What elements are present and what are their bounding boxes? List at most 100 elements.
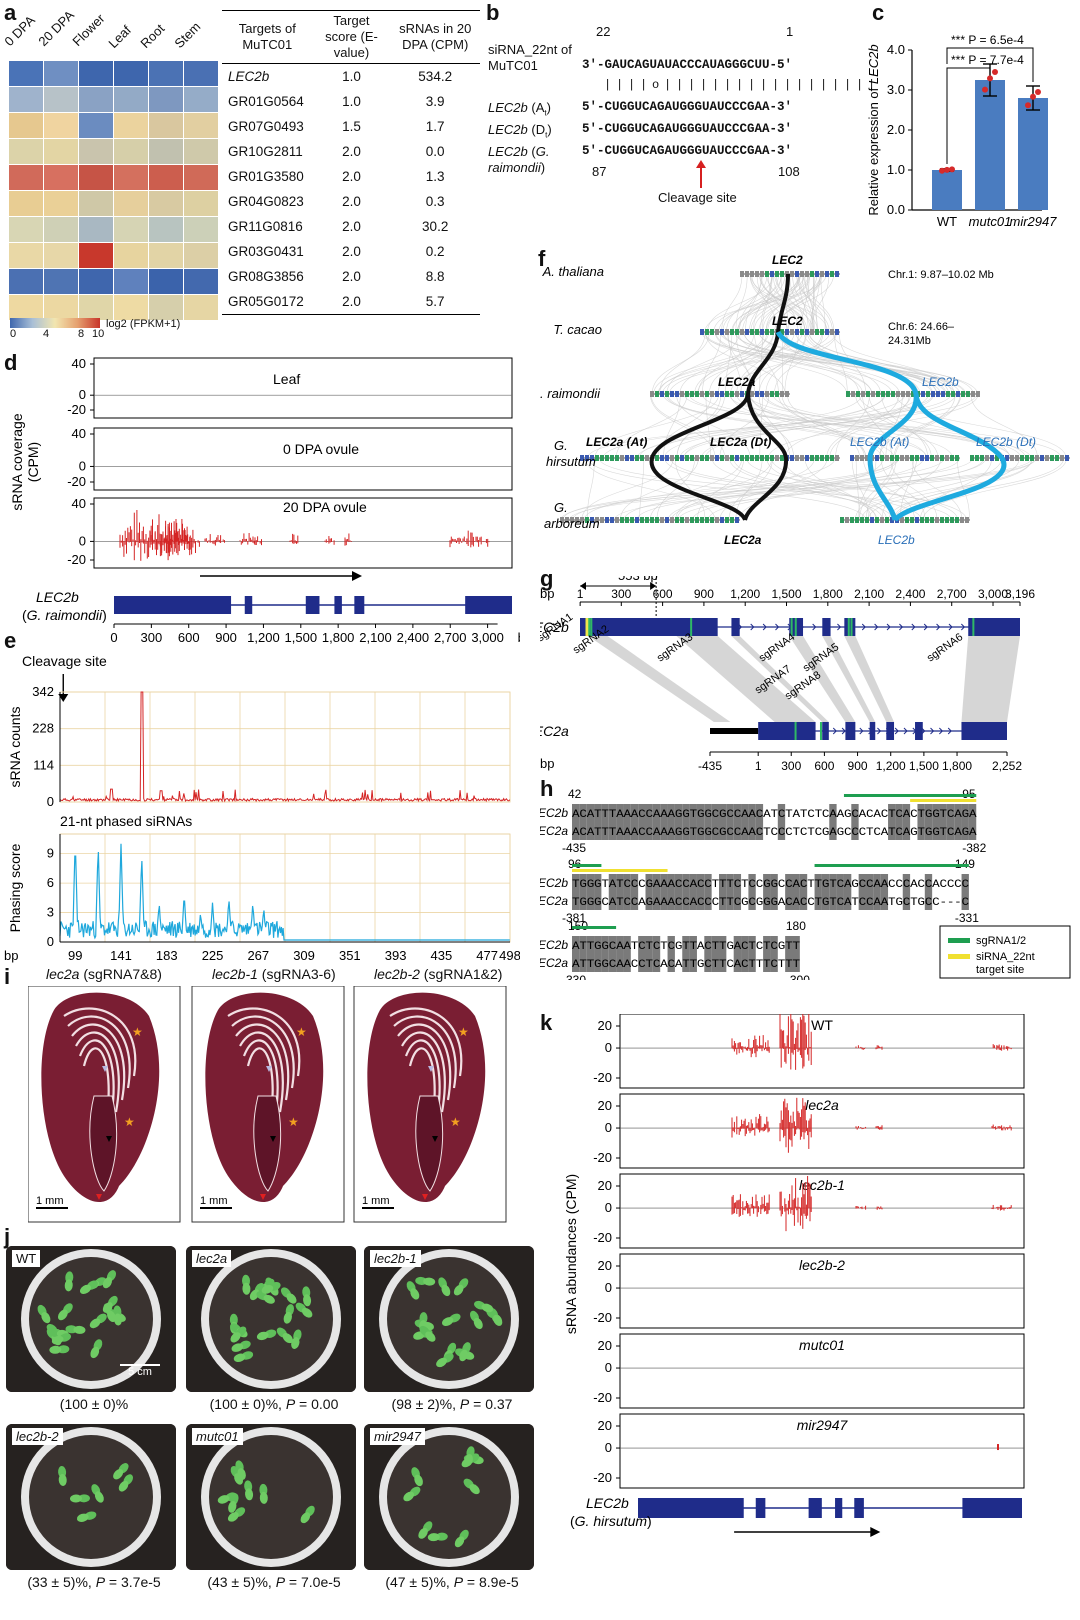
f-gene-box bbox=[685, 391, 689, 397]
f-gene-box bbox=[815, 455, 819, 461]
f-gene-box bbox=[845, 517, 849, 523]
f-synteny-link bbox=[560, 457, 973, 521]
d-ytick-label: 0 bbox=[79, 387, 86, 402]
pot-scalebar: 5 cm bbox=[120, 1364, 160, 1378]
f-synteny-link bbox=[774, 273, 834, 333]
f-gene-box bbox=[975, 455, 979, 461]
h-identity-cell bbox=[667, 936, 675, 972]
heat-cell bbox=[78, 268, 114, 295]
table-cell: 30.2 bbox=[422, 219, 449, 234]
expression-heatmap bbox=[8, 60, 219, 321]
legend-tick-4: 4 bbox=[43, 328, 50, 340]
f-gene-box bbox=[1030, 455, 1034, 461]
f-gene-box bbox=[810, 455, 814, 461]
k-ytick-label: 0 bbox=[605, 1120, 612, 1135]
h-identity-cell bbox=[660, 874, 668, 910]
f-gene-box bbox=[625, 517, 629, 523]
heat-cell bbox=[113, 216, 149, 243]
seedling-leaf bbox=[102, 1277, 113, 1289]
f-synteny-link bbox=[636, 457, 960, 521]
g-553-arrow bbox=[650, 582, 657, 590]
heat-cell bbox=[43, 60, 79, 87]
g-top-tick-label: 2,700 bbox=[937, 587, 967, 601]
heat-cell bbox=[113, 164, 149, 191]
c-datapoint bbox=[944, 166, 950, 173]
g-sgrna-site bbox=[794, 722, 797, 740]
f-synteny-link bbox=[656, 457, 696, 521]
f-lec2b-path-dt bbox=[893, 393, 1007, 522]
f-synteny-link bbox=[743, 331, 873, 395]
f-gene-box bbox=[725, 329, 729, 335]
heat-cell bbox=[8, 242, 44, 269]
d-exon bbox=[465, 596, 512, 614]
k-ytick-label: 0 bbox=[605, 1360, 612, 1375]
f-gene-box bbox=[860, 517, 864, 523]
k-ytick-label: 20 bbox=[598, 1098, 612, 1113]
f-gene-box bbox=[915, 455, 919, 461]
f-gene-box bbox=[655, 517, 659, 523]
f-synteny-link bbox=[701, 331, 955, 395]
g-sgrna-site bbox=[690, 618, 693, 636]
h-identity-cell bbox=[660, 804, 668, 840]
g-bottom-tick-label: 600 bbox=[814, 759, 834, 773]
f-gene-label: LEC2b (At) bbox=[850, 435, 909, 449]
heat-cell bbox=[148, 294, 184, 321]
c-sig-label-2: *** P = 6.5e-4 bbox=[951, 33, 1024, 47]
heat-cell bbox=[148, 164, 184, 191]
f-gene-box bbox=[760, 391, 764, 397]
e-ylabel-top: sRNA counts bbox=[7, 707, 23, 788]
f-synteny-link bbox=[808, 331, 953, 395]
seedling-leaf bbox=[301, 1307, 313, 1318]
f-gene-box bbox=[920, 455, 924, 461]
table-cell: 0.0 bbox=[425, 144, 445, 159]
f-gene-box bbox=[825, 455, 829, 461]
f-gene-box bbox=[820, 271, 824, 277]
d-arrowhead bbox=[352, 571, 362, 581]
f-gene-box bbox=[765, 455, 769, 461]
germination-caption: (33 ± 5)%, P = 3.7e-5 bbox=[27, 1574, 161, 1590]
table-cell: 1.0 bbox=[342, 94, 361, 109]
h-identity-cell bbox=[586, 804, 595, 840]
k-ytick-label: -20 bbox=[593, 1470, 612, 1485]
f-gene-box bbox=[570, 517, 574, 523]
seedling-leaf bbox=[237, 1468, 246, 1480]
pot-label: WT bbox=[12, 1250, 41, 1267]
h-identity-cell bbox=[579, 936, 587, 972]
f-gene-box bbox=[931, 391, 935, 397]
k-ytick-label: 0 bbox=[605, 1200, 612, 1215]
f-gene-box bbox=[865, 517, 869, 523]
f-gene-box bbox=[936, 391, 940, 397]
ovule-star: ★ bbox=[132, 1025, 143, 1039]
h-identity-cell bbox=[895, 804, 903, 840]
f-synteny-link bbox=[653, 331, 770, 395]
e-ytick-label: 0 bbox=[47, 934, 54, 949]
h-rowlabel: LEC2a bbox=[540, 956, 568, 970]
base-pairing: | | | | o | | | | | | | | | | | | | | | … bbox=[604, 78, 875, 92]
f-gene-box bbox=[625, 455, 629, 461]
d-track-label: 20 DPA ovule bbox=[283, 499, 367, 515]
f-gene-box bbox=[875, 455, 879, 461]
seedling-leaf bbox=[286, 1293, 297, 1304]
f-gene-box bbox=[1035, 455, 1039, 461]
heat-cell bbox=[148, 86, 184, 113]
h-identity-cell bbox=[652, 804, 661, 840]
k-ytick-label: 20 bbox=[598, 1178, 612, 1193]
d-exon bbox=[114, 596, 232, 614]
table-cell: 534.2 bbox=[418, 69, 453, 84]
k-track-frame bbox=[619, 1093, 1025, 1169]
f-synteny-link bbox=[811, 273, 816, 333]
g-lec2b-exon bbox=[844, 618, 856, 636]
d-ylabel-line2: (CPM) bbox=[25, 442, 41, 482]
f-synteny-link bbox=[650, 393, 726, 459]
h-sirna-bar bbox=[910, 799, 977, 802]
f-synteny-link bbox=[736, 273, 821, 333]
pot-photo bbox=[6, 1424, 176, 1570]
f-synteny-link bbox=[730, 331, 837, 395]
d-track-frame bbox=[93, 497, 513, 569]
f-gene-box bbox=[690, 455, 694, 461]
table-row: GR07G0493 1.5 1.7 bbox=[222, 114, 480, 139]
f-gene-box bbox=[866, 391, 870, 397]
f-gene-box bbox=[730, 391, 734, 397]
ovule-scale-label: 1 mm bbox=[36, 1195, 64, 1207]
k-ytick-label: 20 bbox=[598, 1338, 612, 1353]
